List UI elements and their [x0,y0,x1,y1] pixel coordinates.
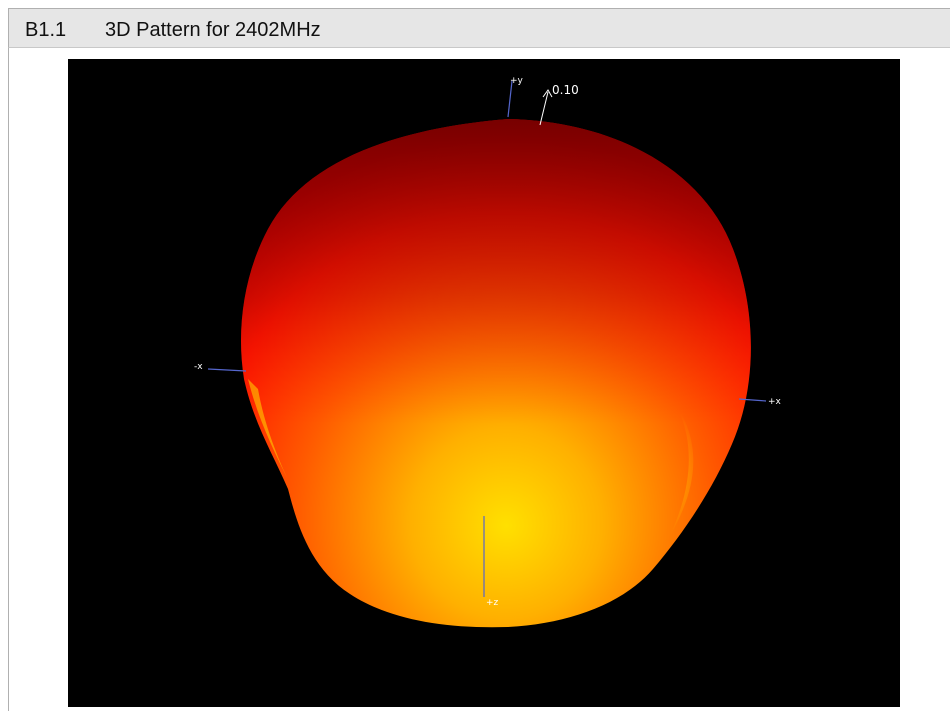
section-header: B1.1 3D Pattern for 2402MHz [8,8,950,48]
pattern-lobe-shading [241,119,751,628]
pos-x-axis-label: +x [768,397,782,407]
y-axis-line [507,80,513,118]
scale-label: 0.10 [552,83,579,97]
scale-arrow-line [539,91,549,126]
pos-x-axis-line [738,398,767,402]
section-title: 3D Pattern for 2402MHz [105,19,321,41]
neg-x-axis-label: -x [194,362,203,372]
pattern-3d-render: +y -x +x +z 0.10 [194,76,782,628]
z-axis-label: +z [486,598,499,608]
y-axis-label: +y [510,76,524,86]
section-number: B1.1 [25,19,67,41]
pattern-lobe-left-fold [248,379,290,484]
neg-x-axis-line [207,368,247,372]
radiation-pattern-plot: +y -x +x +z 0.10 [68,59,900,707]
scale-arrow-head [542,89,553,98]
